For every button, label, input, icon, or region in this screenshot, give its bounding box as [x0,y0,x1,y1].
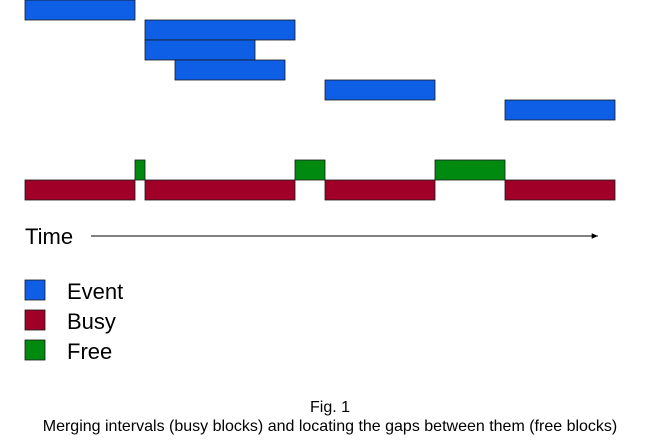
free-block [294,159,326,181]
figure-title: Fig. 1 [310,399,350,416]
event-block [174,59,286,81]
event-block [144,19,296,41]
legend-swatch-free [24,339,46,361]
time-axis-label: Time [25,224,73,249]
busy-block [24,179,136,201]
legend-swatch-busy [24,309,46,331]
busy-block [324,179,436,201]
event-block [324,79,436,101]
legend-label-free: Free [67,339,112,364]
event-blocks [24,0,616,121]
legend-label-busy: Busy [67,309,116,334]
event-block [144,39,256,61]
event-block [504,99,616,121]
busy-blocks [24,179,616,201]
legend-label-event: Event [67,279,123,304]
busy-block [504,179,616,201]
legend-swatch-event [24,279,46,301]
free-blocks [134,159,506,181]
free-block [134,159,146,181]
event-block [24,0,136,21]
figure-caption: Merging intervals (busy blocks) and loca… [43,418,618,435]
busy-block [144,179,296,201]
legend: Event Busy Free [24,279,123,364]
free-block [434,159,506,181]
